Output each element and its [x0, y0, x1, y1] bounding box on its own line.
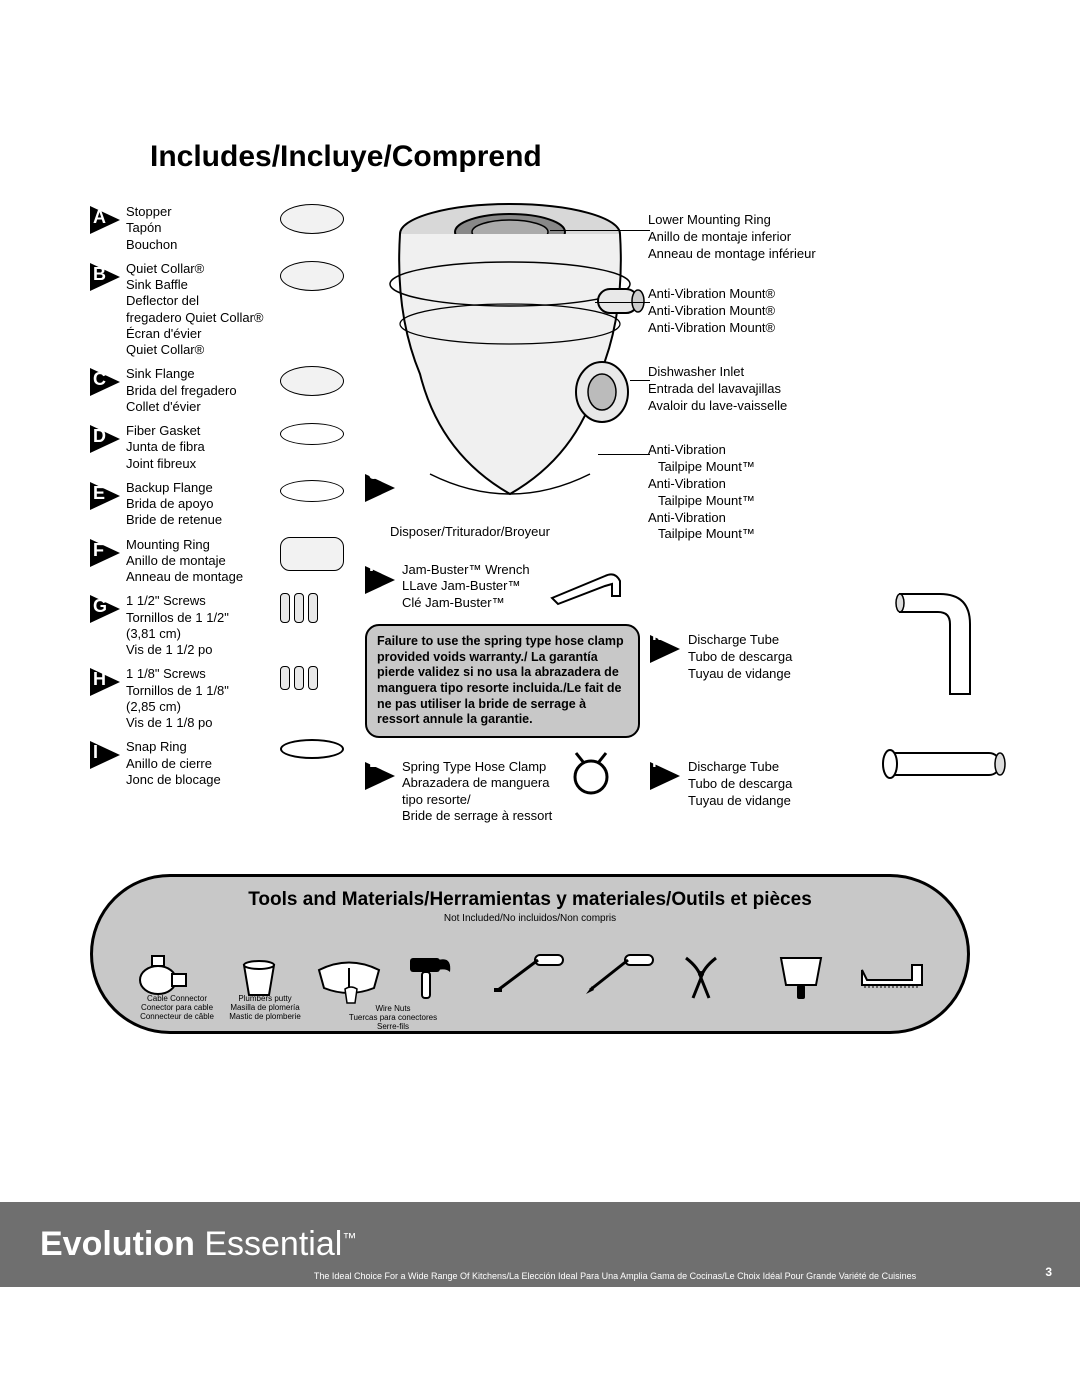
- tool-hammer: [400, 940, 480, 1000]
- brand-bold: Evolution: [40, 1225, 195, 1263]
- item-A: AStopperTapónBouchon: [90, 204, 350, 253]
- marker-D-letter: D: [93, 426, 106, 447]
- marker-M-letter: M: [652, 624, 667, 645]
- label-cable-connector: Cable ConnectorConector para cableConnec…: [127, 995, 227, 1021]
- right-callout-3: Anti-VibrationTailpipe Mount™Anti-Vibrat…: [648, 442, 908, 543]
- item-I: ISnap RingAnillo de cierreJonc de blocag…: [90, 739, 350, 788]
- page-title: Includes/Incluye/Comprend: [150, 140, 990, 174]
- disposer-illustration: [370, 194, 650, 514]
- marker-L-letter: L: [369, 751, 380, 772]
- tool-phillips-screwdriver: [580, 940, 660, 1000]
- leader-line: [630, 380, 650, 381]
- footer: Evolution Essential™ The Ideal Choice Fo…: [0, 1202, 1080, 1287]
- part-B-icon: [280, 261, 344, 291]
- label-plumbers-putty: Plumbers puttyMasilla de plomeríaMastic …: [215, 995, 315, 1021]
- tool-putty-knife: [761, 940, 841, 1000]
- marker-J-letter: J: [369, 463, 379, 484]
- disposer-label: Disposer/Triturador/Broyeur: [390, 524, 550, 539]
- item-M-text: Discharge TubeTubo de descargaTuyau de v…: [688, 632, 868, 683]
- wire-nut-icon: [339, 985, 363, 1007]
- footer-brand: Evolution Essential™: [40, 1225, 356, 1264]
- marker-B-letter: B: [93, 264, 106, 285]
- marker-N-letter: N: [652, 751, 665, 772]
- part-H-icon: [280, 666, 318, 690]
- page-number: 3: [1045, 1265, 1052, 1279]
- leader-line: [598, 454, 650, 455]
- tools-title: Tools and Materials/Herramientas y mater…: [123, 889, 937, 911]
- tool-pliers: [671, 940, 751, 1000]
- item-D: DFiber GasketJunta de fibraJoint fibreux: [90, 423, 350, 472]
- tool-plumbers-putty: [219, 940, 299, 1000]
- tools-row: [123, 930, 937, 1000]
- marker-I-letter: I: [93, 742, 98, 763]
- marker-K-letter: K: [369, 555, 382, 576]
- item-C: CSink FlangeBrida del fregaderoCollet d'…: [90, 366, 350, 415]
- part-A-icon: [280, 204, 344, 234]
- discharge-tube-2-icon: [880, 739, 1010, 789]
- tool-hacksaw: [852, 940, 932, 1000]
- page: Includes/Incluye/Comprend AStopperTapónB…: [0, 0, 1080, 1034]
- leader-line: [595, 302, 650, 303]
- item-F: FMounting RingAnillo de montajeAnneau de…: [90, 537, 350, 586]
- part-F-icon: [280, 537, 344, 571]
- marker-F-letter: F: [93, 540, 104, 561]
- footer-tagline: The Ideal Choice For a Wide Range Of Kit…: [200, 1271, 1030, 1281]
- part-G-icon: [280, 593, 318, 623]
- left-column: AStopperTapónBouchon BQuiet Collar®Sink B…: [90, 204, 350, 796]
- tool-flathead-screwdriver: [490, 940, 570, 1000]
- discharge-tube-1-icon: [880, 584, 980, 704]
- tools-materials-box: Tools and Materials/Herramientas y mater…: [90, 874, 970, 1034]
- item-H: H1 1/8" ScrewsTornillos de 1 1/8"(2,85 c…: [90, 666, 350, 731]
- diagram-area: AStopperTapónBouchon BQuiet Collar®Sink B…: [90, 204, 990, 854]
- item-G: G1 1/2" ScrewsTornillos de 1 1/2"(3,81 c…: [90, 593, 350, 658]
- tool-cable-connector: [128, 940, 208, 1000]
- label-wire-nuts: Wire NutsTuercas para conectoresSerre-fi…: [333, 1005, 453, 1031]
- marker-H-letter: H: [93, 669, 106, 690]
- item-N-text: Discharge TubeTubo de descargaTuyau de v…: [688, 759, 868, 810]
- marker-C-letter: C: [93, 369, 106, 390]
- hose-clamp-icon: [566, 749, 616, 799]
- warranty-warning: Failure to use the spring type hose clam…: [365, 624, 640, 738]
- tools-subtitle: Not Included/No incluidos/Non compris: [123, 913, 937, 924]
- part-D-icon: [280, 423, 344, 445]
- marker-A-letter: A: [93, 207, 106, 228]
- leader-line: [550, 230, 650, 231]
- right-callout-2: Dishwasher InletEntrada del lavavajillas…: [648, 364, 908, 415]
- right-callout-0: Lower Mounting RingAnillo de montaje inf…: [648, 212, 908, 263]
- item-E: EBackup FlangeBrida de apoyoBride de ret…: [90, 480, 350, 529]
- item-B: BQuiet Collar®Sink BaffleDeflector delfr…: [90, 261, 350, 359]
- part-E-icon: [280, 480, 344, 502]
- right-callout-1: Anti-Vibration Mount®Anti-Vibration Moun…: [648, 286, 908, 337]
- brand-light: Essential: [204, 1225, 342, 1263]
- wrench-icon: [550, 566, 630, 606]
- marker-G-letter: G: [93, 596, 107, 617]
- marker-E-letter: E: [93, 483, 105, 504]
